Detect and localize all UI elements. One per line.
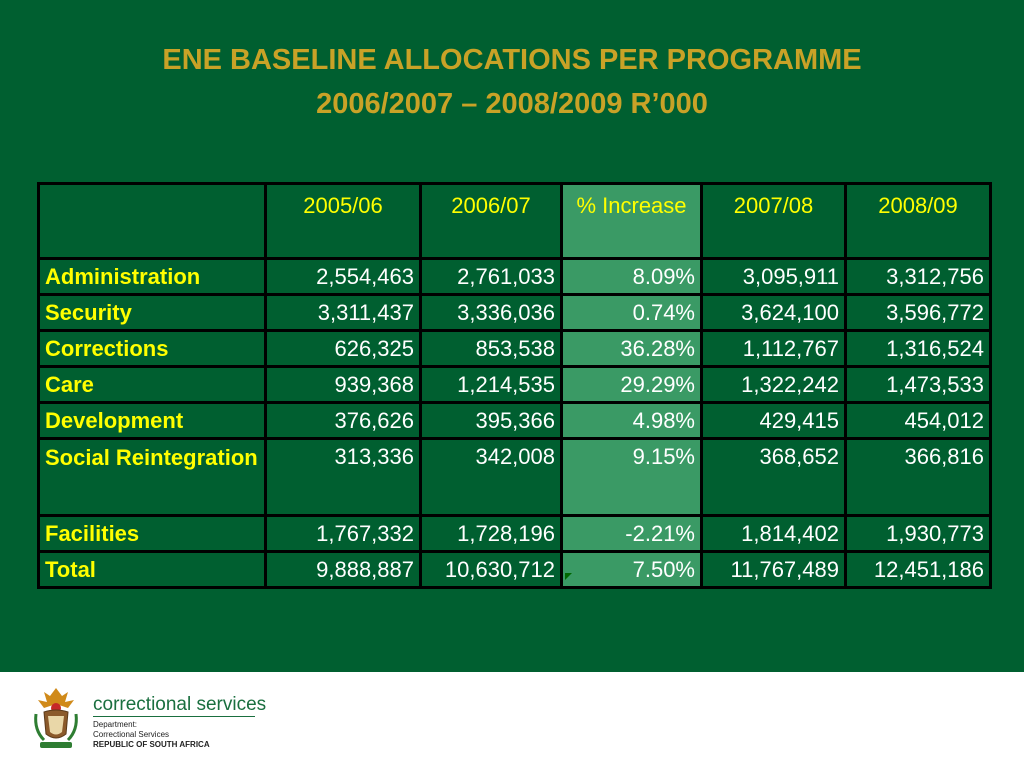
- title-line-2: 2006/2007 – 2008/2009 R’000: [316, 88, 708, 120]
- allocation-cell: 429,415: [700, 401, 847, 440]
- programme-name: Development: [37, 401, 267, 440]
- allocation-cell: 376,626: [264, 401, 422, 440]
- allocation-cell: 1,316,524: [844, 329, 992, 368]
- allocation-cell: 939,368: [264, 365, 422, 404]
- allocation-table: 2005/06 2006/07 % Increase 2007/08 2008/…: [37, 182, 992, 589]
- allocation-cell: 1,814,402: [700, 514, 847, 553]
- header-2008-09: 2008/09: [844, 182, 992, 260]
- allocation-cell: 3,336,036: [419, 293, 563, 332]
- brand-divider: [93, 716, 255, 717]
- allocation-cell: 11,767,489: [700, 550, 847, 589]
- allocation-cell: 313,336: [264, 437, 422, 517]
- cell-error-marker: [565, 573, 572, 580]
- allocation-cell: 9,888,887: [264, 550, 422, 589]
- programme-name: Administration: [37, 257, 267, 296]
- percent-increase-cell: 9.15%: [560, 437, 703, 517]
- allocation-cell: 1,930,773: [844, 514, 992, 553]
- allocation-cell: 3,311,437: [264, 293, 422, 332]
- allocation-cell: 3,312,756: [844, 257, 992, 296]
- allocation-cell: 366,816: [844, 437, 992, 517]
- header-corner: [37, 182, 267, 260]
- table-row: Corrections 626,325 853,538 36.28% 1,112,767…: [37, 329, 992, 368]
- header-2006-07: 2006/07: [419, 182, 563, 260]
- footer: [0, 672, 1024, 768]
- department-block: Department: Correctional Services REPUBL…: [93, 720, 210, 750]
- percent-increase-cell: 29.29%: [560, 365, 703, 404]
- table-row: Facilities 1,767,332 1,728,196 -2.21% 1,814,…: [37, 514, 992, 553]
- allocation-cell: 342,008: [419, 437, 563, 517]
- percent-increase-cell: 7.50%: [560, 550, 703, 589]
- percent-increase-cell: -2.21%: [560, 514, 703, 553]
- allocation-cell: 853,538: [419, 329, 563, 368]
- allocation-cell: 1,767,332: [264, 514, 422, 553]
- programme-name: Total: [37, 550, 267, 589]
- percent-increase-cell: 0.74%: [560, 293, 703, 332]
- allocation-cell: 395,366: [419, 401, 563, 440]
- programme-name: Corrections: [37, 329, 267, 368]
- allocation-cell: 1,112,767: [700, 329, 847, 368]
- dept-line-3: REPUBLIC OF SOUTH AFRICA: [93, 740, 210, 749]
- allocation-cell: 368,652: [700, 437, 847, 517]
- table-row: Security 3,311,437 3,336,036 0.74% 3,624,100…: [37, 293, 992, 332]
- dept-line-2: Correctional Services: [93, 730, 170, 739]
- brand-name: correctional services: [93, 694, 267, 715]
- header-2007-08: 2007/08: [700, 182, 847, 260]
- programme-name: Security: [37, 293, 267, 332]
- programme-name: Care: [37, 365, 267, 404]
- title-line-1: ENE BASELINE ALLOCATIONS PER PROGRAMME: [162, 44, 862, 76]
- slide-title: ENE BASELINE ALLOCATIONS PER PROGRAMME 2…: [0, 38, 1024, 126]
- programme-name: Facilities: [37, 514, 267, 553]
- table-row: Care 939,368 1,214,535 29.29% 1,322,242 1,473…: [37, 365, 992, 404]
- allocation-cell: 1,322,242: [700, 365, 847, 404]
- allocation-cell: 3,596,772: [844, 293, 992, 332]
- programme-name: Social Reintegration: [37, 437, 267, 517]
- allocation-cell: 3,624,100: [700, 293, 847, 332]
- allocation-cell: 1,473,533: [844, 365, 992, 404]
- allocation-cell: 12,451,186: [844, 550, 992, 589]
- percent-increase-cell: 36.28%: [560, 329, 703, 368]
- allocation-cell: 2,761,033: [419, 257, 563, 296]
- allocation-cell: 2,554,463: [264, 257, 422, 296]
- dept-line-1: Department:: [93, 720, 138, 729]
- header-row: 2005/06 2006/07 % Increase 2007/08 2008/…: [37, 182, 992, 260]
- allocation-cell: 10,630,712: [419, 550, 563, 589]
- table-row: Administration 2,554,463 2,761,033 8.09% 3,0…: [37, 257, 992, 296]
- allocation-cell: 626,325: [264, 329, 422, 368]
- table-row: Development 376,626 395,366 4.98% 429,415 454…: [37, 401, 992, 440]
- allocation-cell: 1,214,535: [419, 365, 563, 404]
- percent-increase-cell: 8.09%: [560, 257, 703, 296]
- percent-increase-cell: 4.98%: [560, 401, 703, 440]
- header-increase: % Increase: [560, 182, 703, 260]
- table-row: Total 9,888,887 10,630,712 7.50% 11,767,489 1…: [37, 550, 992, 589]
- allocation-cell: 3,095,911: [700, 257, 847, 296]
- allocation-cell: 1,728,196: [419, 514, 563, 553]
- coat-of-arms-logo: [34, 688, 78, 748]
- table-row: Social Reintegration 313,336 342,008 9.15% 3…: [37, 437, 992, 517]
- allocation-cell: 454,012: [844, 401, 992, 440]
- header-2005-06: 2005/06: [264, 182, 422, 260]
